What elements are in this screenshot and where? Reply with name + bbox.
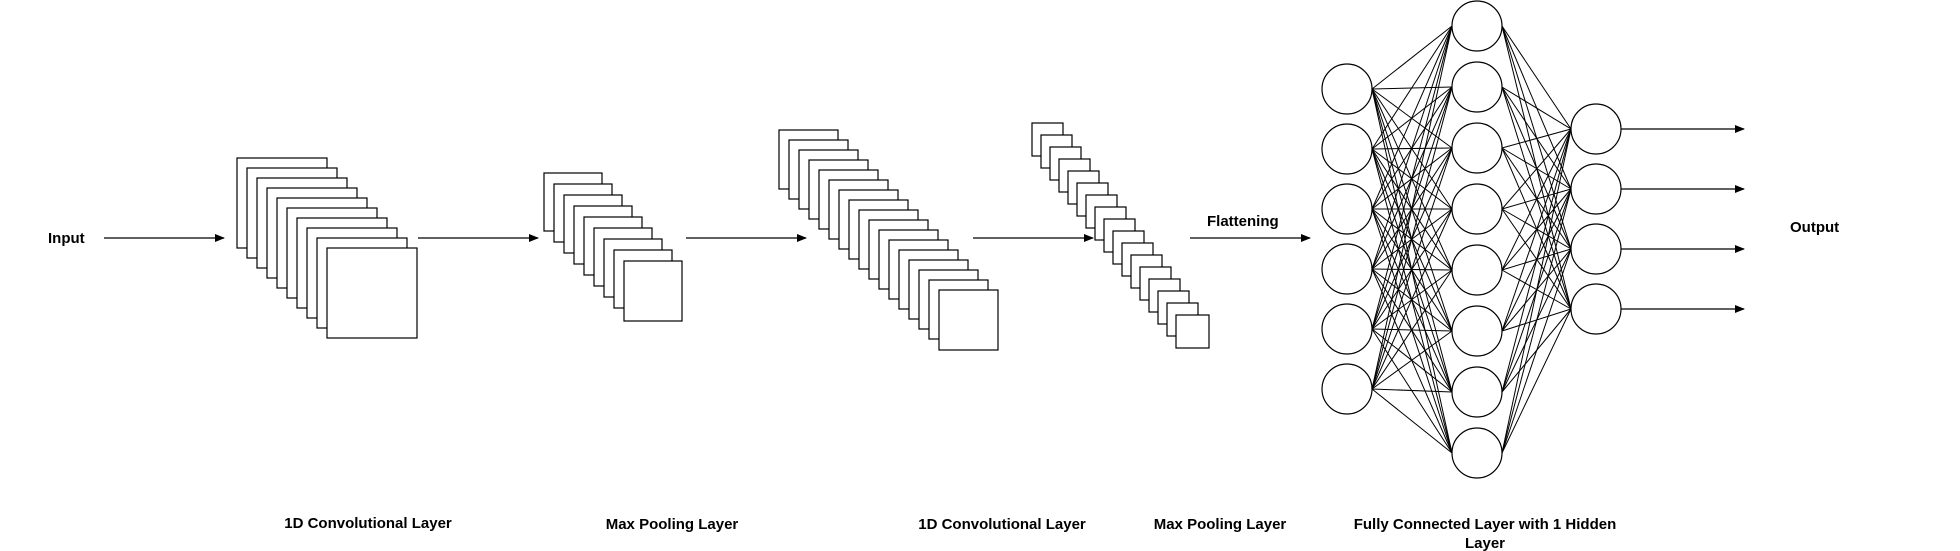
input-neuron — [1321, 243, 1373, 295]
output-neuron — [1570, 103, 1622, 155]
feature-map-sheet — [938, 289, 999, 351]
fc-edge — [1371, 269, 1453, 390]
pool2-layer-label: Max Pooling Layer — [1154, 516, 1287, 533]
hidden-neuron — [1451, 366, 1503, 418]
input-neuron — [1321, 123, 1373, 175]
fc-edge — [1371, 208, 1453, 390]
fc-edge — [1501, 128, 1572, 332]
output-label: Output — [1790, 219, 1839, 236]
fc-edge — [1501, 128, 1572, 393]
fc-edge — [1371, 25, 1453, 210]
fc-edge — [1501, 128, 1572, 210]
fc-edge — [1371, 330, 1453, 390]
fc-edge — [1371, 147, 1453, 390]
input-neuron — [1321, 363, 1373, 415]
fc-edge — [1371, 25, 1453, 330]
conv1-feature-map-stack — [236, 157, 418, 339]
input-label: Input — [48, 230, 85, 247]
hidden-neuron — [1451, 427, 1503, 479]
fc-neurons — [1321, 0, 1622, 479]
output-neuron — [1570, 163, 1622, 215]
fc-edge — [1371, 25, 1453, 390]
fc-edge — [1501, 308, 1572, 454]
conv2-layer-label: 1D Convolutional Layer — [918, 516, 1086, 533]
fc-edge — [1371, 25, 1453, 270]
input-neuron — [1321, 63, 1373, 115]
fc-edge — [1501, 25, 1572, 130]
flattening-label: Flattening — [1207, 213, 1279, 230]
pool1-layer-label: Max Pooling Layer — [606, 516, 739, 533]
pool1-feature-map-stack — [543, 172, 683, 322]
fc-edge — [1501, 188, 1572, 454]
fc-layer-label-line2: Layer — [1465, 535, 1505, 551]
hidden-neuron — [1451, 183, 1503, 235]
fc-edge — [1501, 86, 1572, 130]
fc-edge — [1501, 128, 1572, 149]
input-neuron — [1321, 303, 1373, 355]
feature-map-sheet — [326, 247, 418, 339]
conv1-layer-label: 1D Convolutional Layer — [284, 515, 452, 532]
pool2-feature-map-stack — [1031, 122, 1210, 349]
fc-edge — [1371, 25, 1453, 150]
fc-edge — [1371, 388, 1453, 454]
feature-map-sheet — [1175, 314, 1210, 349]
fc-edge — [1501, 128, 1572, 454]
conv2-feature-map-stack — [778, 129, 999, 351]
hidden-neuron — [1451, 0, 1503, 52]
input-neuron — [1321, 183, 1373, 235]
fc-edge — [1371, 388, 1453, 393]
fc-edge — [1371, 25, 1453, 90]
output-arrows — [1621, 125, 1745, 313]
output-neuron — [1570, 223, 1622, 275]
fc-connection-lines — [1371, 25, 1572, 454]
hidden-neuron — [1451, 61, 1503, 113]
fc-layer-label-line1: Fully Connected Layer with 1 Hidden — [1354, 516, 1617, 533]
output-neuron — [1570, 283, 1622, 335]
hidden-neuron — [1451, 305, 1503, 357]
fc-edge — [1371, 86, 1453, 390]
feature-map-sheet — [623, 260, 683, 322]
fc-edge — [1501, 128, 1572, 271]
fc-edge — [1501, 248, 1572, 454]
hidden-neuron — [1451, 122, 1503, 174]
hidden-neuron — [1451, 244, 1503, 296]
